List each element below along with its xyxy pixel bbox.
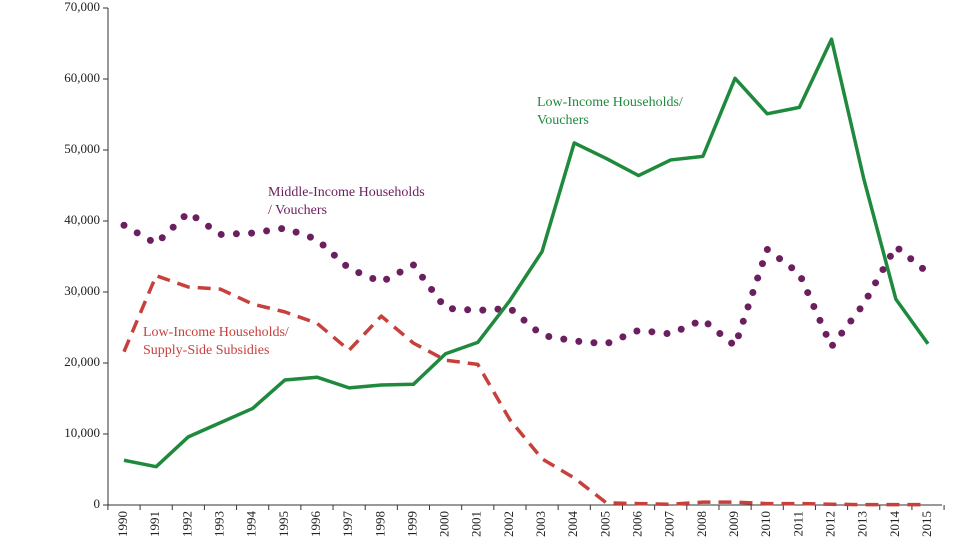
x-tick-label: 1992 xyxy=(179,511,194,537)
y-tick-label: 70,000 xyxy=(64,0,100,14)
series-line xyxy=(122,273,928,507)
y-tick-label: 30,000 xyxy=(64,283,100,298)
y-tick-label: 0 xyxy=(94,496,101,511)
x-tick-label: 1990 xyxy=(115,511,130,537)
x-tick-label: 1993 xyxy=(211,511,226,537)
x-tick-label: 2015 xyxy=(919,511,934,537)
x-tick-label: 2014 xyxy=(887,511,902,538)
x-tick-label: 2008 xyxy=(694,511,709,537)
x-tick-label: 2004 xyxy=(565,511,580,538)
x-tick-label: 2010 xyxy=(758,511,773,537)
y-tick-label: 60,000 xyxy=(64,70,100,85)
annotation: Middle-Income Households xyxy=(268,185,425,200)
x-tick-label: 2005 xyxy=(597,511,612,537)
x-tick-label: 1997 xyxy=(340,511,355,538)
x-tick-label: 2011 xyxy=(790,511,805,537)
y-tick-label: 40,000 xyxy=(64,212,100,227)
x-tick-label: 2002 xyxy=(501,511,516,537)
annotation: Supply-Side Subsidies xyxy=(143,343,269,358)
x-tick-label: 2007 xyxy=(662,511,677,538)
series-line xyxy=(120,208,932,351)
annotation: Low-Income Households/ xyxy=(143,325,289,340)
annotation: / Vouchers xyxy=(268,203,327,218)
annotation: Vouchers xyxy=(537,113,589,128)
x-tick-label: 2000 xyxy=(437,511,452,537)
x-tick-label: 1996 xyxy=(308,511,323,538)
x-tick-label: 2013 xyxy=(855,511,870,537)
x-tick-label: 1995 xyxy=(276,511,291,537)
x-tick-label: 1994 xyxy=(244,511,259,538)
x-tick-label: 2012 xyxy=(823,511,838,537)
annotation: Low-Income Households/ xyxy=(537,95,683,110)
y-tick-label: 20,000 xyxy=(64,354,100,369)
series-line xyxy=(123,37,930,469)
y-tick-label: 10,000 xyxy=(64,425,100,440)
x-tick-label: 2001 xyxy=(469,511,484,537)
x-tick-label: 1999 xyxy=(404,511,419,537)
x-tick-label: 2006 xyxy=(630,511,645,538)
y-tick-label: 50,000 xyxy=(64,141,100,156)
x-tick-label: 1991 xyxy=(147,511,162,537)
x-tick-label: 1998 xyxy=(372,511,387,537)
x-tick-label: 2009 xyxy=(726,511,741,537)
x-tick-label: 2003 xyxy=(533,511,548,537)
